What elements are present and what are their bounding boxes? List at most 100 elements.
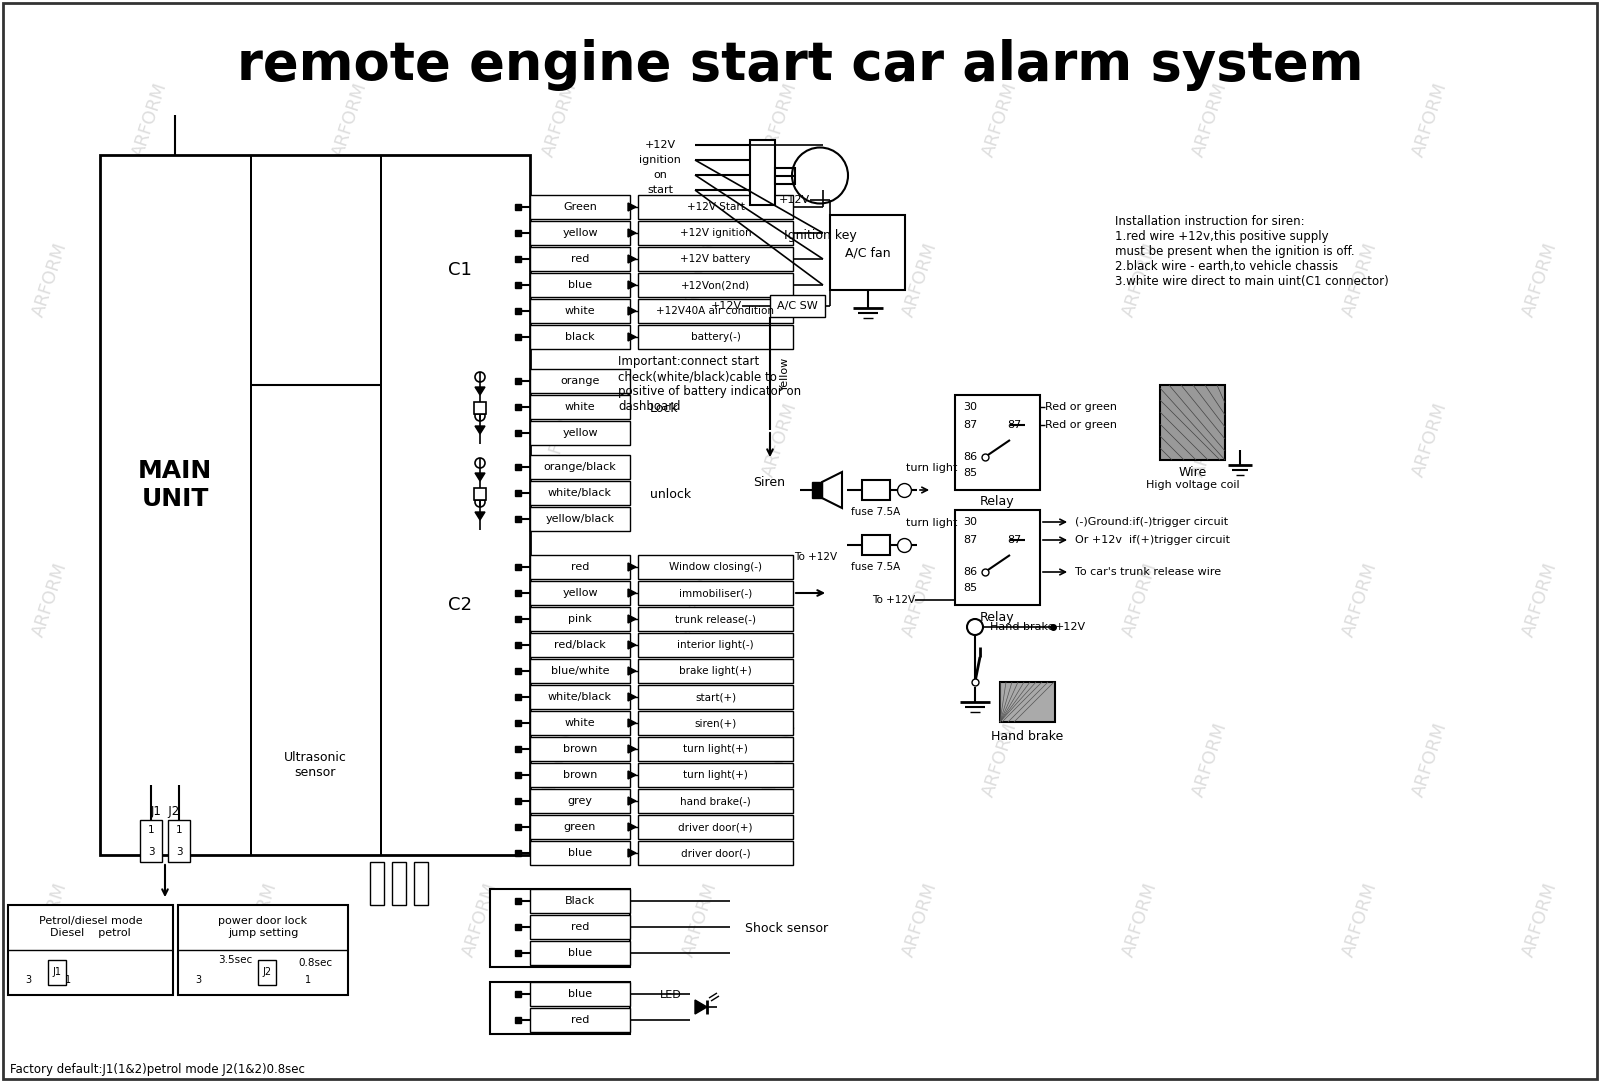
- Text: ARFORM: ARFORM: [1520, 881, 1560, 960]
- Text: +12V ignition: +12V ignition: [680, 228, 752, 238]
- Text: (-)Ground:if(-)trigger circuit: (-)Ground:if(-)trigger circuit: [1075, 517, 1229, 527]
- Text: ARFORM: ARFORM: [1410, 400, 1451, 479]
- Polygon shape: [627, 823, 637, 831]
- Text: ARFORM: ARFORM: [1339, 240, 1381, 319]
- Bar: [530, 763, 630, 787]
- Bar: [638, 659, 794, 683]
- Text: ARFORM: ARFORM: [979, 400, 1021, 479]
- Bar: [530, 1008, 630, 1032]
- Text: 3: 3: [26, 975, 30, 985]
- Bar: [955, 395, 1040, 490]
- Text: ARFORM: ARFORM: [1339, 881, 1381, 960]
- Text: High voltage coil: High voltage coil: [1146, 480, 1240, 490]
- Bar: [530, 395, 630, 419]
- Bar: [638, 555, 794, 579]
- Text: fuse 7.5A: fuse 7.5A: [851, 562, 901, 572]
- Text: turn light: turn light: [906, 518, 958, 528]
- Text: ARFORM: ARFORM: [539, 721, 581, 800]
- Text: ARFORM: ARFORM: [1410, 80, 1451, 159]
- Bar: [474, 403, 486, 414]
- Bar: [530, 273, 630, 296]
- Text: ARFORM: ARFORM: [1120, 560, 1160, 639]
- Bar: [530, 581, 630, 605]
- Text: To +12V: To +12V: [872, 595, 915, 605]
- Polygon shape: [627, 745, 637, 753]
- Polygon shape: [627, 720, 637, 727]
- Text: +12V: +12V: [779, 195, 810, 204]
- Text: +12V battery: +12V battery: [680, 254, 750, 264]
- Polygon shape: [627, 615, 637, 623]
- Polygon shape: [627, 667, 637, 675]
- Text: Ignition key: Ignition key: [784, 228, 856, 241]
- Text: red: red: [571, 254, 589, 264]
- Text: 87: 87: [963, 535, 978, 545]
- Bar: [258, 960, 277, 985]
- Text: Siren: Siren: [754, 475, 786, 488]
- Polygon shape: [627, 203, 637, 211]
- Bar: [474, 488, 486, 500]
- Bar: [638, 299, 794, 324]
- Text: blue: blue: [568, 280, 592, 290]
- Polygon shape: [627, 797, 637, 805]
- Text: pink: pink: [568, 613, 592, 624]
- Text: ARFORM: ARFORM: [680, 881, 720, 960]
- Text: grey: grey: [568, 796, 592, 806]
- Bar: [530, 737, 630, 761]
- Text: remote engine start car alarm system: remote engine start car alarm system: [237, 39, 1363, 91]
- Bar: [530, 195, 630, 219]
- Text: 86: 86: [963, 452, 978, 462]
- Bar: [530, 421, 630, 445]
- Bar: [490, 889, 630, 967]
- Text: blue/white: blue/white: [550, 667, 610, 676]
- Text: +12V: +12V: [645, 140, 675, 150]
- Text: ARFORM: ARFORM: [1120, 881, 1160, 960]
- Text: Shock sensor: Shock sensor: [746, 922, 829, 935]
- Bar: [530, 685, 630, 709]
- Text: yellow: yellow: [562, 588, 598, 598]
- Text: white/black: white/black: [547, 488, 611, 498]
- Bar: [530, 789, 630, 813]
- Text: ARFORM: ARFORM: [459, 240, 501, 319]
- Polygon shape: [475, 512, 485, 520]
- Text: Relay: Relay: [981, 496, 1014, 509]
- Bar: [638, 737, 794, 761]
- Polygon shape: [475, 473, 485, 481]
- Text: Red or green: Red or green: [1045, 403, 1117, 412]
- Text: ARFORM: ARFORM: [130, 80, 171, 159]
- Text: +12V: +12V: [1054, 622, 1086, 632]
- Polygon shape: [627, 849, 637, 857]
- Text: red: red: [571, 922, 589, 932]
- Polygon shape: [627, 771, 637, 779]
- Polygon shape: [627, 255, 637, 263]
- Bar: [168, 820, 190, 862]
- Text: ARFORM: ARFORM: [1189, 721, 1230, 800]
- Bar: [530, 841, 630, 865]
- Text: ARFORM: ARFORM: [29, 881, 70, 960]
- Polygon shape: [627, 281, 637, 289]
- Bar: [830, 215, 906, 290]
- Text: ARFORM: ARFORM: [240, 240, 280, 319]
- Text: Yellow: Yellow: [781, 356, 790, 391]
- Text: 87: 87: [1006, 535, 1021, 545]
- Text: Window closing(-): Window closing(-): [669, 562, 762, 572]
- Text: Green: Green: [563, 202, 597, 212]
- Bar: [638, 763, 794, 787]
- Bar: [862, 480, 890, 500]
- Bar: [530, 369, 630, 393]
- Bar: [530, 659, 630, 683]
- Text: interior light(-): interior light(-): [677, 639, 754, 650]
- Text: ARFORM: ARFORM: [29, 240, 70, 319]
- Bar: [141, 820, 162, 862]
- Text: ARFORM: ARFORM: [330, 400, 371, 479]
- Bar: [638, 815, 794, 839]
- Text: ARFORM: ARFORM: [539, 80, 581, 159]
- Text: start: start: [646, 185, 674, 195]
- Text: 85: 85: [963, 583, 978, 593]
- Text: blue: blue: [568, 989, 592, 999]
- Bar: [638, 195, 794, 219]
- Text: 3: 3: [176, 847, 182, 857]
- Bar: [99, 155, 530, 855]
- Text: immobiliser(-): immobiliser(-): [678, 588, 752, 598]
- Bar: [638, 633, 794, 657]
- Text: 3: 3: [147, 847, 154, 857]
